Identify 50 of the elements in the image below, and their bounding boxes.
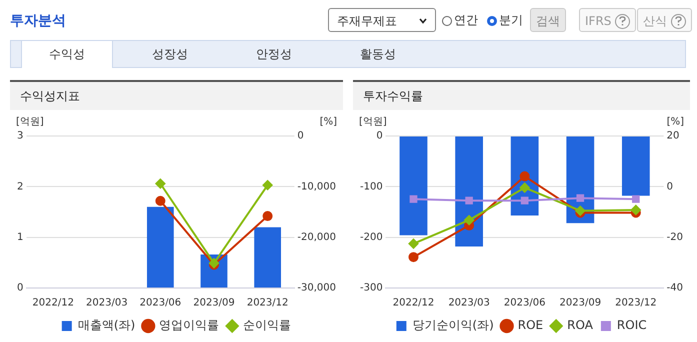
- legend-label: ROIC: [616, 318, 647, 332]
- y2-tick-label: 0: [666, 181, 674, 192]
- x-tick-label: 2023/03: [448, 298, 490, 309]
- y2-tick-label: -20,000: [297, 232, 336, 243]
- legend-label: ROE: [518, 318, 544, 332]
- y-tick-label: -100: [360, 181, 383, 192]
- x-tick-label: 2023/12: [615, 298, 657, 309]
- x-tick-label: 2022/12: [392, 298, 434, 309]
- text: 검색: [530, 8, 566, 32]
- text: IFRS: [579, 8, 636, 32]
- y2-axis-title: [%]: [666, 116, 684, 128]
- legend-label: 당기순이익(좌): [412, 318, 494, 332]
- text: 투자분석: [10, 12, 66, 30]
- legend-label: 순이익률: [243, 318, 292, 332]
- y-axis-title: [억원]: [16, 116, 44, 128]
- chart-title: 투자수익률: [353, 80, 690, 110]
- y2-tick-label: -20: [666, 232, 684, 243]
- x-tick-label: 2023/09: [193, 298, 235, 309]
- x-tick-label: 2023/12: [246, 298, 288, 309]
- y2-tick-label: 20: [666, 130, 680, 142]
- y-tick-label: -200: [360, 232, 383, 243]
- text: 안정성: [255, 46, 293, 63]
- select-field: 주재무제표: [328, 8, 436, 32]
- y2-tick-label: -30,000: [297, 282, 336, 294]
- legend-label: 영업이익률: [159, 318, 220, 332]
- chart-title: 수익성지표: [10, 80, 343, 110]
- y-tick-label: -300: [360, 282, 383, 294]
- text: 활동성: [359, 46, 397, 63]
- x-tick-label: 2023/09: [560, 298, 602, 309]
- y-tick-label: 2: [16, 181, 24, 192]
- x-tick-label: 2023/06: [504, 298, 546, 309]
- text: 성장성: [151, 46, 189, 63]
- y2-tick-label: 0: [297, 130, 304, 142]
- x-tick-label: 2022/12: [32, 298, 74, 309]
- y-tick-label: 3: [16, 130, 24, 142]
- y-tick-label: 1: [16, 232, 24, 243]
- text: 분기: [498, 12, 523, 29]
- y-tick-label: 0: [376, 130, 383, 142]
- y2-tick-label: -40: [666, 282, 684, 294]
- text: 수익성: [21, 40, 113, 68]
- legend-label: 매출액(좌): [78, 318, 136, 332]
- y2-tick-label: -10,000: [297, 181, 336, 192]
- y-tick-label: 0: [16, 282, 24, 294]
- y-axis-title: [억원]: [359, 116, 387, 128]
- x-tick-label: 2023/06: [140, 298, 182, 309]
- legend-label: ROA: [567, 318, 594, 332]
- text: 연간: [453, 12, 478, 29]
- y2-axis-title: [%]: [320, 116, 338, 128]
- text: 산식: [637, 8, 692, 32]
- x-tick-label: 2023/03: [86, 298, 128, 309]
